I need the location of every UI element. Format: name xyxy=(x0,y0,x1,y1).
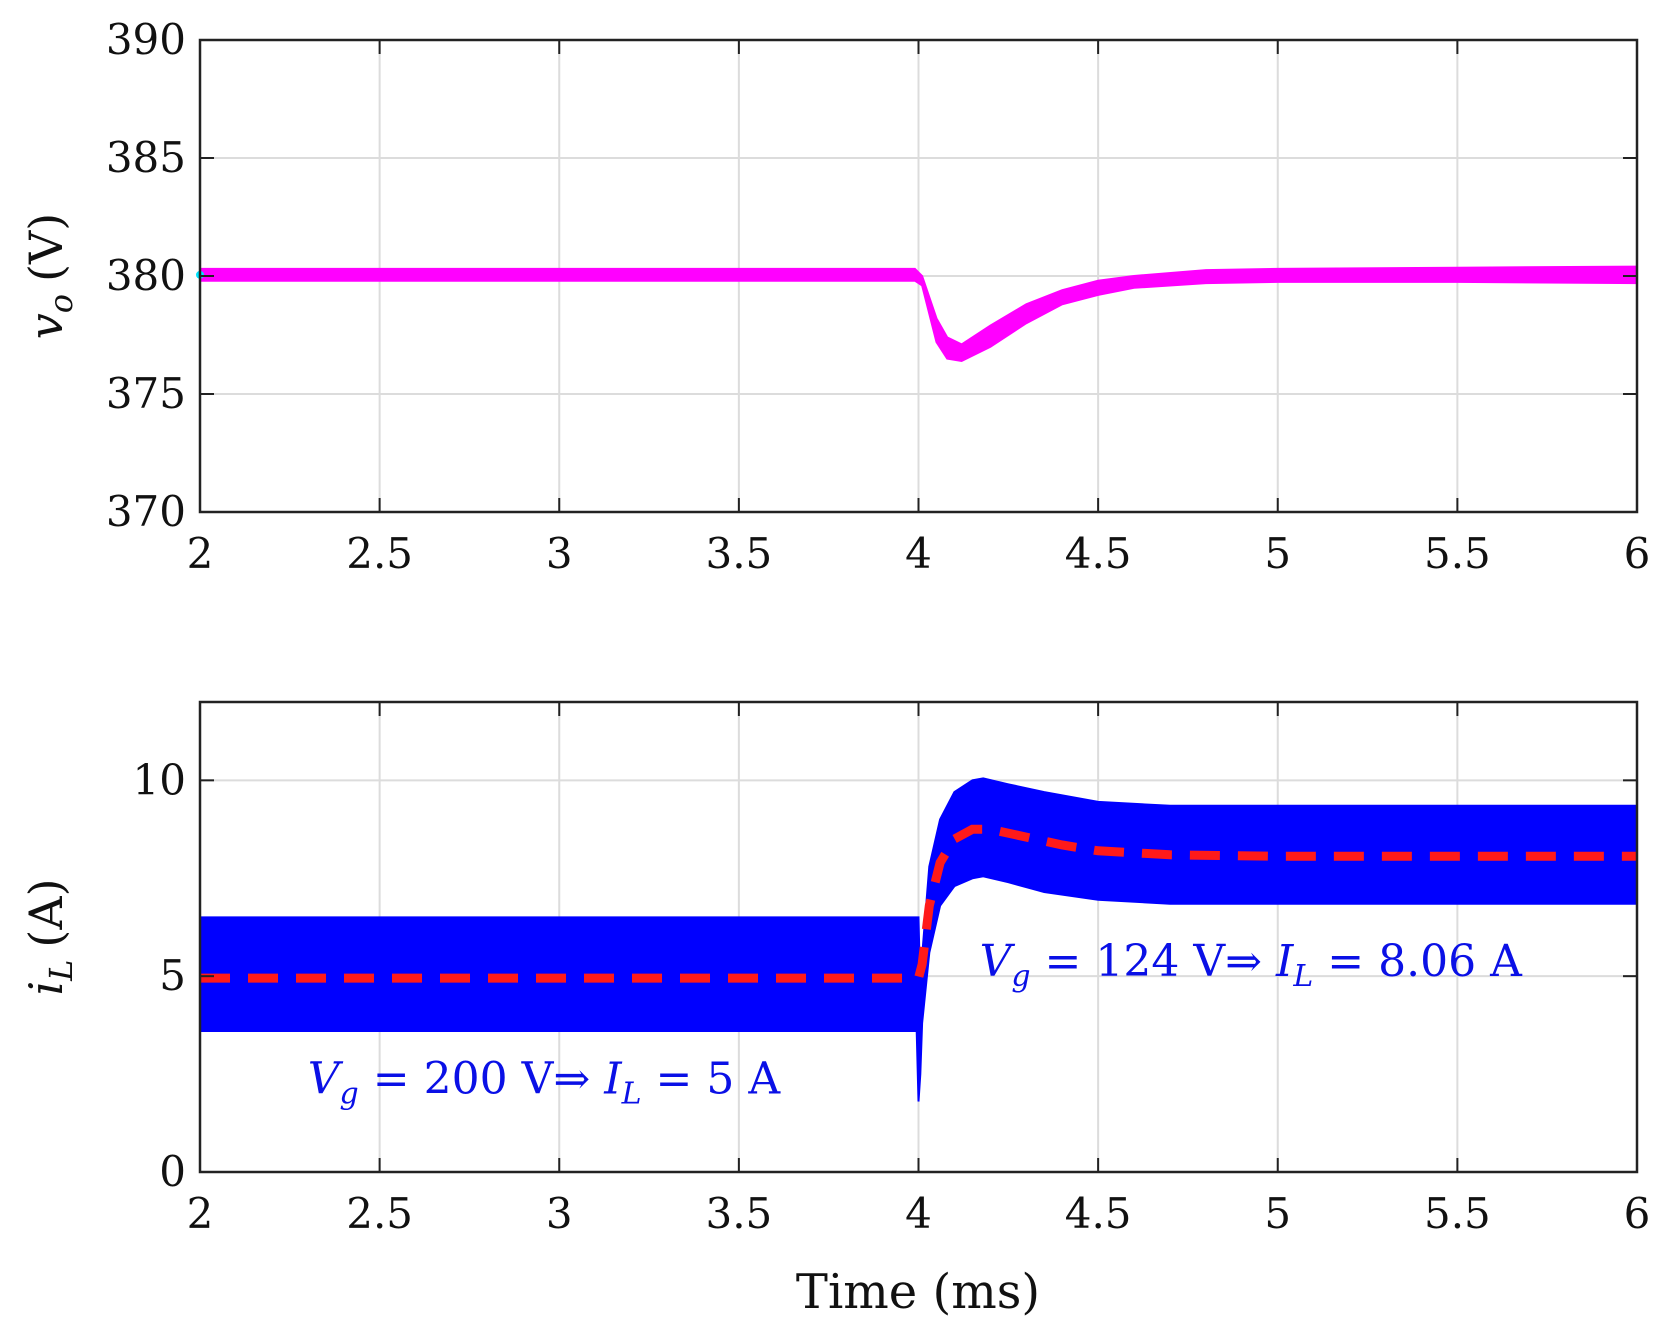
x-tick-label: 5 xyxy=(1264,1189,1291,1238)
current-tick-marks xyxy=(199,702,1638,1173)
annotation-after-step: Vg = 124 V⇒ IL = 8.06 A xyxy=(980,936,1524,994)
x-tick-label: 2.5 xyxy=(346,1189,413,1238)
y-tick-label: 0 xyxy=(159,1147,186,1196)
annot-il-subscript: L xyxy=(1292,959,1313,994)
annot-vg-symbol: V xyxy=(980,936,1016,987)
voltage-marks xyxy=(196,265,1638,363)
y-axis-symbol: v xyxy=(19,313,73,339)
x-tick-label: 5.5 xyxy=(1424,529,1491,578)
x-tick-label: 4 xyxy=(905,1189,932,1238)
x-tick-label: 2 xyxy=(187,529,214,578)
voltage-tick-marks xyxy=(199,39,1638,513)
voltage-x-tick-labels: 2 2.5 3 3.5 4 4.5 5 5.5 6 xyxy=(187,529,1651,578)
x-tick-label: 5.5 xyxy=(1424,1189,1491,1238)
y-tick-label: 5 xyxy=(159,951,186,1000)
y-axis-subscript: L xyxy=(42,960,80,982)
x-tick-label: 2.5 xyxy=(346,529,413,578)
current-y-axis-label: iL (A) xyxy=(19,878,80,995)
current-average-dashed-line xyxy=(200,824,1637,983)
annot-vg-value: = 124 V⇒ xyxy=(1031,936,1276,987)
annot-vg-subscript: g xyxy=(1011,959,1030,994)
x-tick-label: 6 xyxy=(1624,1189,1651,1238)
voltage-chart: 2 2.5 3 3.5 4 4.5 5 5.5 6 370 375 380 38… xyxy=(19,15,1650,578)
x-tick-label: 4.5 xyxy=(1065,529,1132,578)
annotation-before-step: Vg = 200 V⇒ IL = 5 A xyxy=(308,1054,782,1112)
voltage-y-tick-labels: 370 375 380 385 390 xyxy=(106,15,186,536)
y-tick-label: 375 xyxy=(106,369,186,418)
y-tick-label: 390 xyxy=(106,15,186,64)
voltage-y-axis-label: vo (V) xyxy=(19,213,80,339)
annot-il-symbol: I xyxy=(1275,936,1295,987)
y-axis-symbol: i xyxy=(19,981,73,996)
annot-vg-value: = 200 V⇒ xyxy=(359,1054,604,1105)
y-tick-label: 385 xyxy=(106,133,186,182)
annot-il-value: = 5 A xyxy=(642,1054,782,1105)
current-y-tick-labels: 0 5 10 xyxy=(133,755,186,1196)
annot-il-symbol: I xyxy=(603,1054,623,1105)
annot-vg-subscript: g xyxy=(340,1077,359,1112)
x-tick-label: 3.5 xyxy=(705,1189,772,1238)
current-x-tick-labels: 2 2.5 3 3.5 4 4.5 5 5.5 6 xyxy=(187,1189,1651,1238)
annot-il-value: = 8.06 A xyxy=(1313,936,1523,987)
annot-il-subscript: L xyxy=(621,1077,642,1112)
y-axis-subscript: o xyxy=(42,294,80,313)
x-tick-label: 4.5 xyxy=(1065,1189,1132,1238)
x-tick-label: 3.5 xyxy=(705,529,772,578)
current-chart: 2 2.5 3 3.5 4 4.5 5 5.5 6 0 5 10 iL(A) T… xyxy=(19,700,1651,1320)
x-tick-label: 2 xyxy=(187,1189,214,1238)
y-tick-label: 370 xyxy=(106,487,186,536)
y-axis-unit: (V) xyxy=(19,213,73,282)
x-tick-label: 5 xyxy=(1264,529,1291,578)
x-axis-label: Time (ms) xyxy=(796,1264,1040,1320)
x-tick-label: 6 xyxy=(1624,529,1651,578)
x-tick-label: 3 xyxy=(546,1189,573,1238)
annot-vg-symbol: V xyxy=(308,1054,344,1105)
y-tick-label: 380 xyxy=(106,251,186,300)
x-tick-label: 3 xyxy=(546,529,573,578)
y-tick-label: 10 xyxy=(133,755,186,804)
y-axis-unit: (A) xyxy=(19,878,73,947)
x-tick-label: 4 xyxy=(905,529,932,578)
